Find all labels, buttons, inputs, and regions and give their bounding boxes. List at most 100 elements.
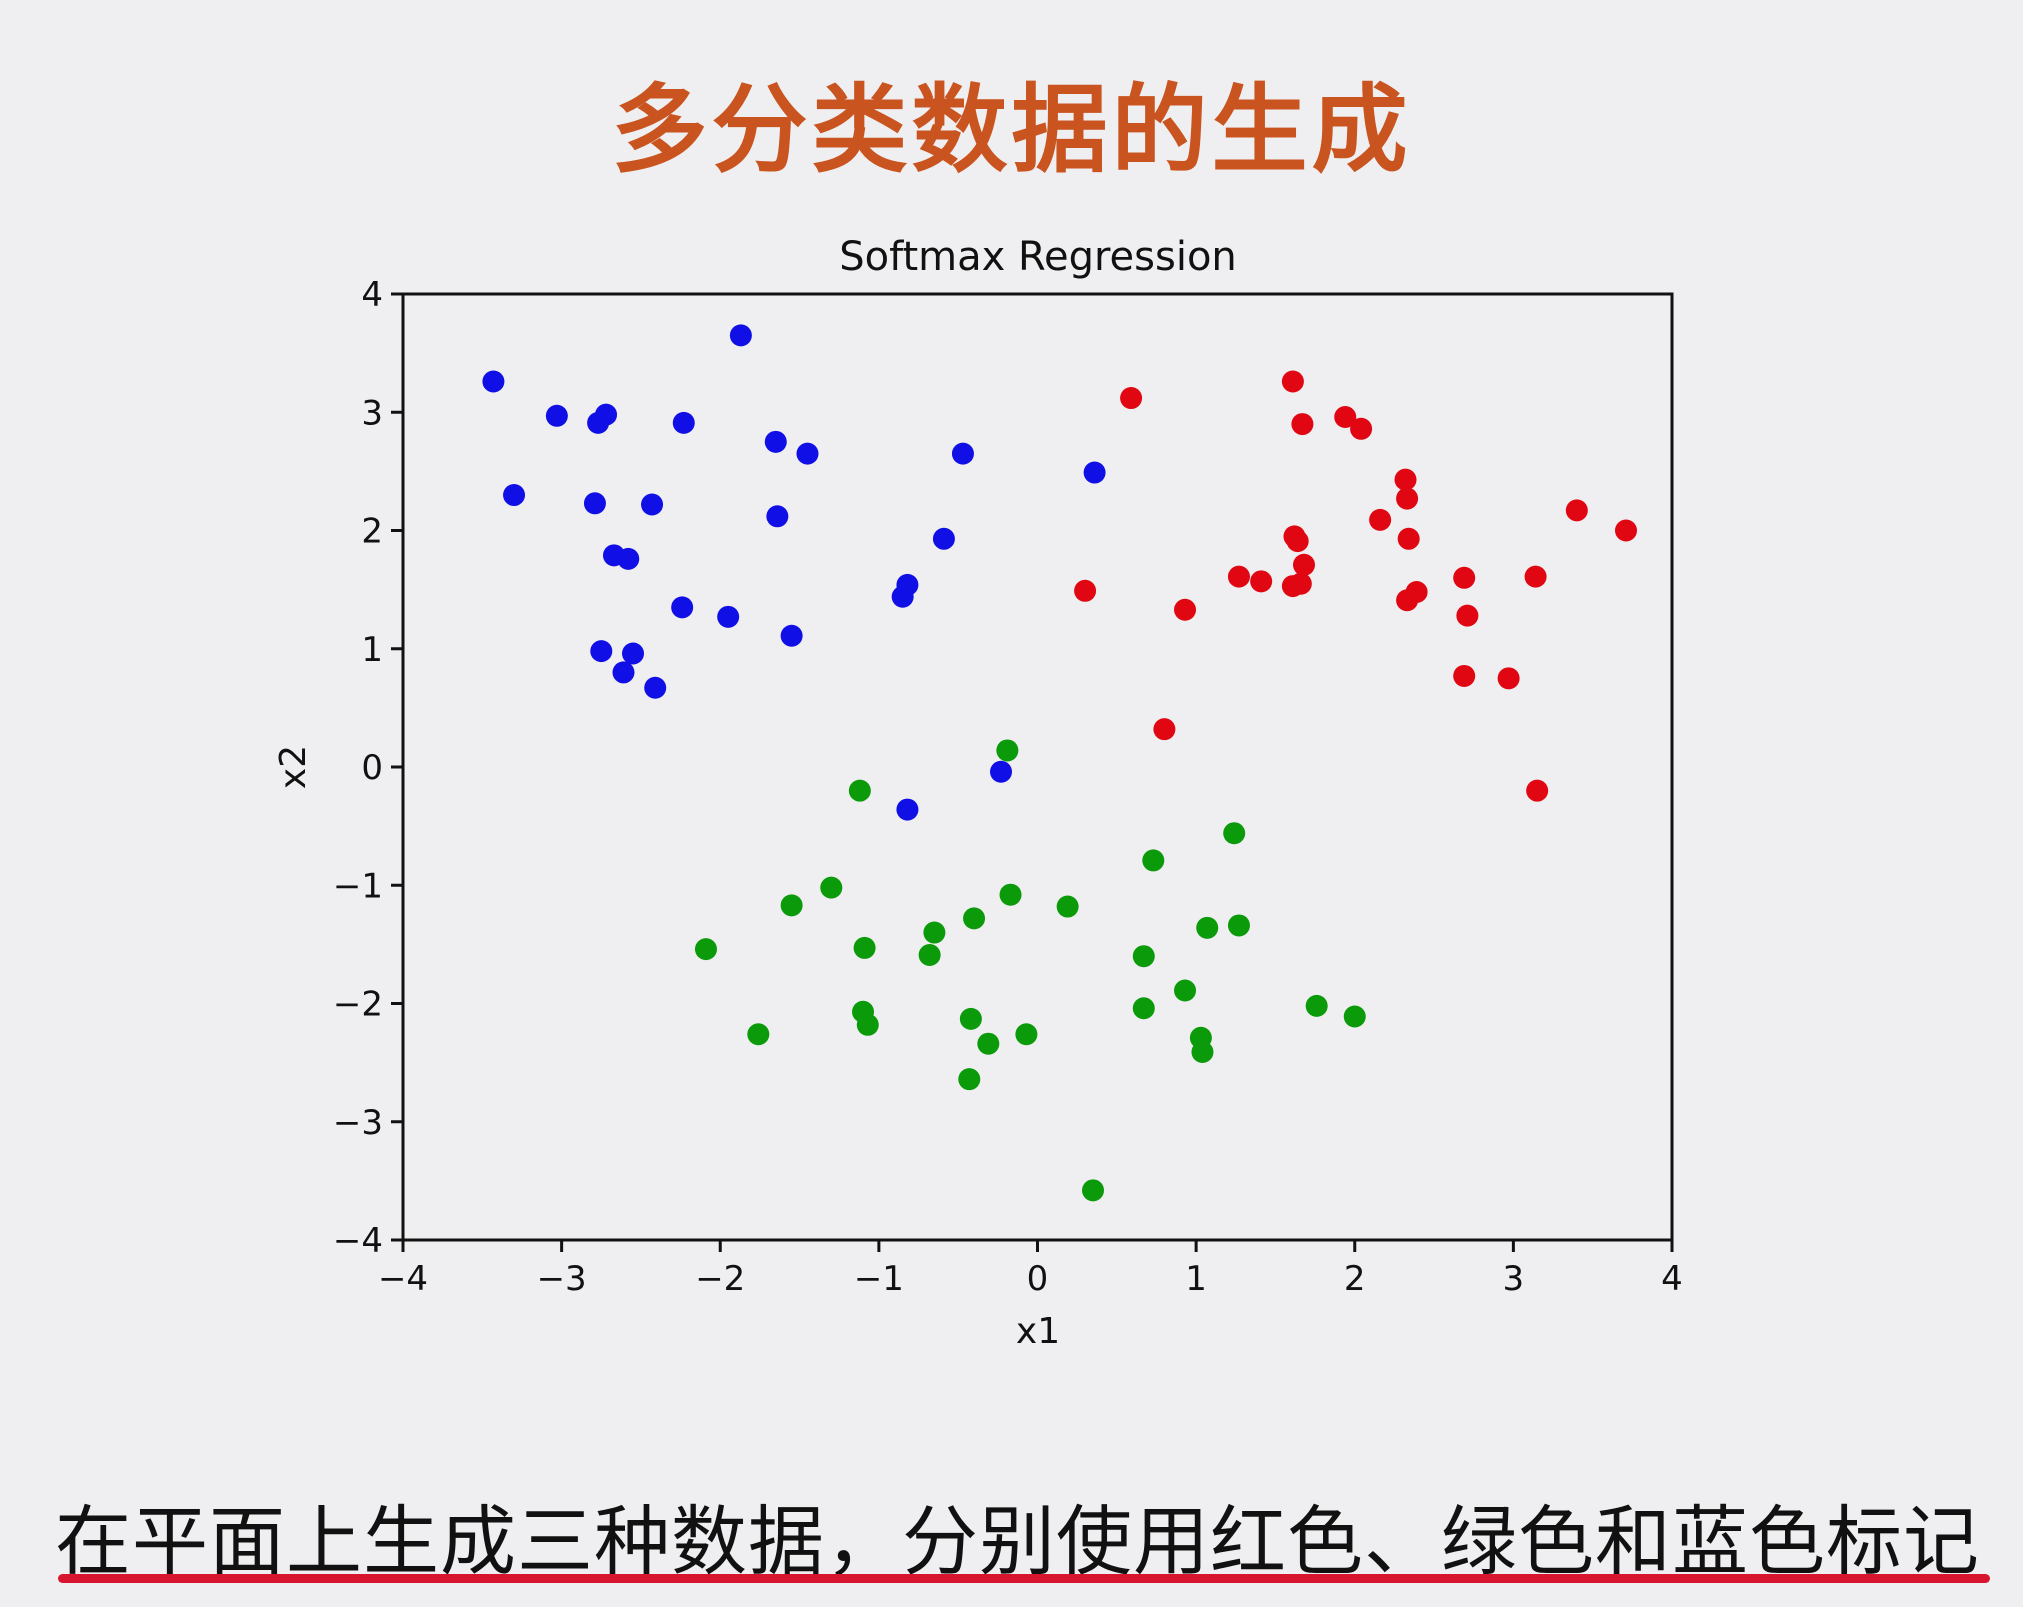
red-point (1614, 519, 1637, 542)
green-point (1142, 849, 1165, 872)
red-point (1292, 553, 1315, 576)
blue-point (891, 585, 914, 608)
green-point (780, 894, 803, 917)
x-tick-label: 4 (1661, 1259, 1683, 1299)
y-tick-label: −2 (333, 985, 383, 1025)
blue-point (1083, 461, 1106, 484)
x-tick-label: 0 (1027, 1259, 1049, 1299)
data-points (482, 324, 1637, 1202)
chart-title: Softmax Regression (839, 234, 1237, 280)
x-axis-label: x1 (1016, 1311, 1060, 1352)
blue-point (717, 605, 740, 628)
green-point (1056, 895, 1079, 918)
blue-point (932, 527, 955, 550)
y-tick-label: 4 (361, 275, 383, 315)
green-point (923, 921, 946, 944)
x-tick-label: 3 (1503, 1259, 1525, 1299)
x-tick-label: −4 (378, 1259, 428, 1299)
blue-point (503, 484, 526, 507)
slide-caption: 在平面上生成三种数据，分别使用红色、绿色和蓝色标记 (55, 1497, 1980, 1586)
red-point (1565, 499, 1588, 522)
red-point (1250, 570, 1273, 593)
y-tick-label: 3 (361, 393, 383, 433)
red-point (1497, 667, 1520, 690)
y-tick-label: −1 (333, 866, 383, 906)
green-point (1305, 994, 1328, 1017)
green-point (1227, 914, 1250, 937)
plot-area (401, 292, 1674, 1242)
blue-point (729, 324, 752, 347)
red-point (1369, 508, 1392, 531)
green-point (694, 938, 717, 961)
blue-point (545, 404, 568, 427)
red-point (1281, 370, 1304, 393)
green-point (856, 1013, 879, 1036)
x-tick-label: −3 (537, 1259, 587, 1299)
red-point (1397, 527, 1420, 550)
green-point (1191, 1040, 1214, 1063)
blue-point (617, 547, 640, 570)
x-tick-label: 1 (1185, 1259, 1207, 1299)
slide-title: 多分类数据的生成 (611, 74, 1412, 186)
red-point (1396, 487, 1419, 510)
green-point (848, 779, 871, 802)
red-point (1074, 579, 1097, 602)
blue-point (482, 370, 505, 393)
blue-point (990, 760, 1013, 783)
caption-underline (58, 1574, 1990, 1583)
blue-point (766, 505, 789, 528)
red-point (1289, 572, 1312, 595)
red-point (1526, 779, 1549, 802)
green-point (977, 1032, 1000, 1055)
red-point (1394, 468, 1417, 491)
blue-point (951, 442, 974, 465)
red-point (1453, 566, 1476, 589)
y-tick-label: 1 (361, 630, 383, 670)
red-point (1120, 387, 1143, 410)
green-point (1132, 997, 1155, 1020)
green-point (1015, 1023, 1038, 1046)
red-point (1524, 565, 1547, 588)
y-tick-label: 0 (361, 748, 383, 788)
blue-point (612, 661, 635, 684)
blue-point (780, 624, 803, 647)
blue-point (622, 642, 645, 665)
green-point (999, 883, 1022, 906)
green-point (1196, 916, 1219, 939)
green-point (1132, 945, 1155, 968)
blue-point (595, 403, 618, 426)
red-point (1291, 413, 1314, 436)
green-point (1174, 979, 1197, 1002)
y-tick-label: −3 (333, 1103, 383, 1143)
blue-point (796, 442, 819, 465)
blue-point (672, 411, 695, 434)
blue-point (764, 430, 787, 453)
green-point (1343, 1005, 1366, 1028)
blue-point (896, 798, 919, 821)
y-tick-label: 2 (361, 512, 383, 552)
green-point (958, 1068, 981, 1091)
green-point (853, 936, 876, 959)
green-point (959, 1007, 982, 1030)
x-tick-label: −1 (854, 1259, 904, 1299)
y-tick-label: −4 (333, 1221, 383, 1261)
red-point (1456, 604, 1479, 627)
green-point (1223, 822, 1246, 845)
green-point (996, 739, 1019, 762)
green-point (918, 944, 941, 967)
blue-point (644, 676, 667, 699)
red-point (1405, 580, 1428, 603)
x-tick-label: −2 (695, 1259, 745, 1299)
blue-point (641, 493, 664, 516)
red-point (1286, 530, 1309, 553)
green-point (747, 1023, 770, 1046)
red-point (1334, 405, 1357, 428)
red-point (1227, 565, 1250, 588)
green-point (820, 876, 843, 899)
blue-point (590, 640, 613, 663)
blue-point (671, 596, 694, 619)
red-point (1174, 598, 1197, 621)
green-point (1082, 1179, 1105, 1202)
x-tick-label: 2 (1344, 1259, 1366, 1299)
axis-ticks: −4 −3 −2 −1 0 1 2 3 4 4 3 2 1 0 −1 −2 −3 −4 (333, 275, 1683, 1299)
